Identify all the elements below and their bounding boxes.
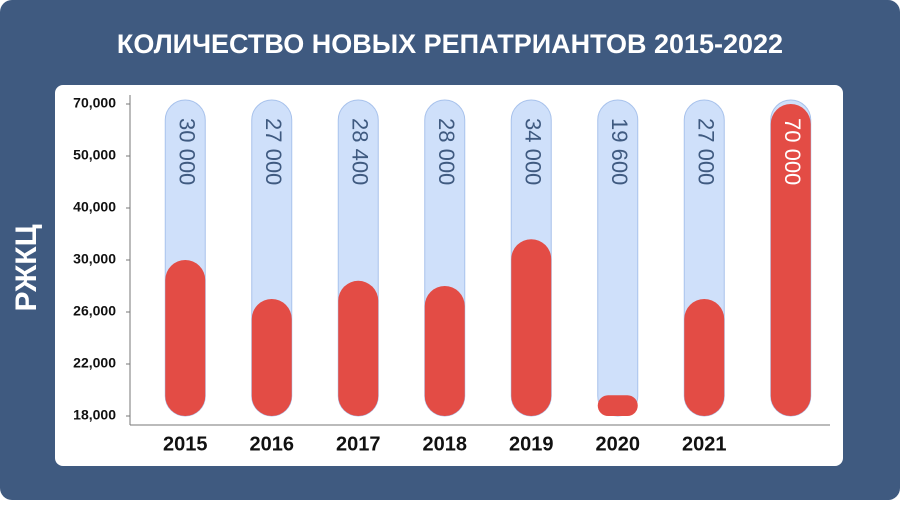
value-label: 70 000 — [780, 118, 805, 185]
y-tick-label: 18,000 — [73, 407, 116, 423]
y-tick-label: 40,000 — [73, 199, 116, 215]
bar — [424, 286, 465, 416]
bar — [684, 299, 725, 416]
bar — [338, 280, 379, 416]
value-label: 28 000 — [434, 118, 459, 185]
x-tick-label: 2021 — [682, 433, 727, 455]
x-tick-label: 2017 — [336, 433, 381, 455]
y-tick-label: 50,000 — [73, 147, 116, 163]
value-label: 27 000 — [693, 118, 718, 185]
bar — [511, 239, 552, 416]
chart-title: КОЛИЧЕСТВО НОВЫХ РЕПАТРИАНТОВ 2015-2022 — [117, 29, 783, 59]
y-tick-label: 26,000 — [73, 303, 116, 319]
y-tick-label: 70,000 — [73, 95, 116, 111]
y-tick-label: 30,000 — [73, 251, 116, 267]
value-label: 28 400 — [347, 118, 372, 185]
y-tick-label: 22,000 — [73, 355, 116, 371]
x-tick-label: 2018 — [423, 433, 468, 455]
x-tick-label: 2020 — [596, 433, 641, 455]
logo: РЖКЦ — [10, 224, 43, 311]
value-label: 34 000 — [520, 118, 545, 185]
x-tick-label: 2016 — [250, 433, 295, 455]
value-label: 30 000 — [174, 118, 199, 185]
bar — [251, 299, 292, 416]
bar — [597, 395, 638, 416]
value-label: 27 000 — [261, 118, 286, 185]
bar — [165, 260, 206, 416]
bar — [770, 104, 811, 416]
value-label: 19 600 — [607, 118, 632, 185]
x-tick-label: 2015 — [163, 433, 208, 455]
x-tick-label: 2019 — [509, 433, 554, 455]
